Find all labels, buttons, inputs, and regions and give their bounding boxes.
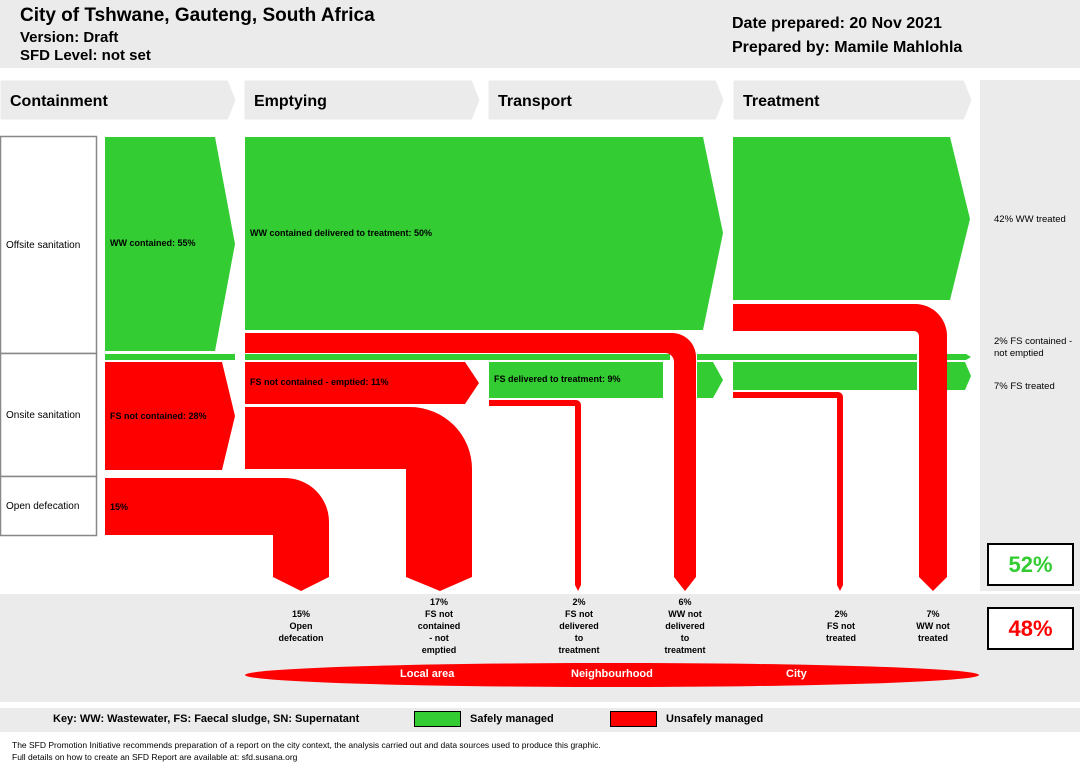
- stage-arrow-transport: [487, 79, 725, 121]
- flow-fs-not-contained-not-emptied: [245, 407, 472, 591]
- flow-fs-contained-not-emptied-emptying: [245, 354, 670, 360]
- bottom-label-ww-not-delivered: 6% WW not delivered to treatment: [664, 597, 706, 655]
- bottom-label-fs-not-treated: 2% FS not treated: [825, 609, 856, 643]
- safe-percentage: 52%: [987, 543, 1074, 586]
- stage-arrow-containment: [0, 79, 237, 121]
- flow-fs-not-delivered: [489, 400, 581, 591]
- flow-fs-not-treated: [733, 392, 843, 591]
- flow-label-fs-delivered: FS delivered to treatment: 9%: [494, 374, 621, 384]
- area-label-city: City: [786, 668, 807, 680]
- flow-fs-delivered: [489, 362, 663, 398]
- flow-label-open-defecation: 15%: [110, 502, 129, 512]
- bottom-label-open-defecation: 15% Open defecation: [278, 609, 324, 643]
- outcome-ww-treated: 42% WW treated: [994, 214, 1066, 225]
- stage-emptying-label: Emptying: [254, 93, 327, 110]
- safe-legend-label: Safely managed: [470, 713, 554, 725]
- flow-ww-contained: [105, 137, 235, 351]
- outcome-fs-treated: 7% FS treated: [994, 381, 1055, 392]
- page-title: City of Tshwane, Gauteng, South Africa: [20, 5, 375, 26]
- flow-fs-delivered-tip: [697, 362, 723, 398]
- stage-transport-label: Transport: [498, 93, 572, 110]
- unsafe-legend-label: Unsafely managed: [666, 713, 764, 725]
- row-label-onsite: Onsite sanitation: [6, 410, 81, 421]
- flow-fs-treated: [733, 362, 917, 390]
- flow-ww-treated: [733, 137, 970, 300]
- stage-arrow-treatment: [732, 79, 973, 121]
- bottom-label-ww-not-treated: 7% WW not treated: [916, 609, 950, 643]
- header-panel: [0, 0, 1080, 68]
- flow-ww-not-treated: [733, 304, 947, 591]
- unsafe-percentage: 48%: [987, 607, 1074, 650]
- row-box-onsite: [0, 352, 98, 478]
- bottom-label-fs-not-contained-not-emptied: 17% FS not contained - not emptied: [417, 597, 461, 655]
- key-bar: [0, 708, 1080, 732]
- area-label-local: Local area: [400, 668, 455, 680]
- row-label-offsite: Offsite sanitation: [6, 240, 81, 251]
- flow-open-defecation: [105, 478, 329, 591]
- stage-treatment-label: Treatment: [743, 93, 820, 110]
- outcome-panel: [980, 80, 1080, 591]
- version-text: Version: Draft: [20, 29, 119, 46]
- stage-containment-label: Containment: [10, 93, 108, 110]
- flow-label-ww-delivered: WW contained delivered to treatment: 50%: [250, 228, 433, 238]
- flow-fs-contained-not-emptied-containment: [105, 354, 235, 360]
- prepared-by: Prepared by: Mamile Mahlohla: [732, 39, 963, 56]
- flow-label-fs-not-contained: FS not contained: 28%: [110, 411, 207, 421]
- date-prepared: Date prepared: 20 Nov 2021: [732, 15, 942, 32]
- flow-fs-treated-tip: [947, 362, 971, 390]
- stage-arrow-emptying: [243, 79, 481, 121]
- flow-ww-delivered: [245, 137, 723, 330]
- unsafe-swatch: [610, 711, 657, 727]
- flow-fs-contained-not-emptied-transport: [697, 354, 917, 360]
- outcome-fs-contained-not-emptied: 2% FS contained - not emptied: [994, 336, 1073, 359]
- bottom-label-fs-not-delivered: 2% FS not delivered to treatment: [558, 597, 600, 655]
- safe-swatch: [414, 711, 461, 727]
- flow-label-fs-not-contained-emptied: FS not contained - emptied: 11%: [250, 377, 389, 387]
- flow-fs-not-contained-emptied: [245, 362, 479, 404]
- flow-fs-not-contained: [105, 362, 235, 470]
- key-description: Key: WW: Wastewater, FS: Faecal sludge, …: [53, 713, 360, 725]
- row-box-offsite: [0, 135, 98, 355]
- row-box-open-defecation: [0, 475, 98, 537]
- flow-label-ww-contained: WW contained: 55%: [110, 238, 196, 248]
- footer-line-2: Full details on how to create an SFD Rep…: [12, 752, 298, 762]
- row-label-open-defecation: Open defecation: [6, 501, 80, 512]
- area-label-neighbourhood: Neighbourhood: [571, 668, 653, 680]
- flow-fs-contained-not-emptied-end: [947, 354, 971, 360]
- area-band: [245, 663, 979, 687]
- footer-line-1: The SFD Promotion Initiative recommends …: [12, 740, 601, 750]
- sfd-level-text: SFD Level: not set: [20, 47, 151, 64]
